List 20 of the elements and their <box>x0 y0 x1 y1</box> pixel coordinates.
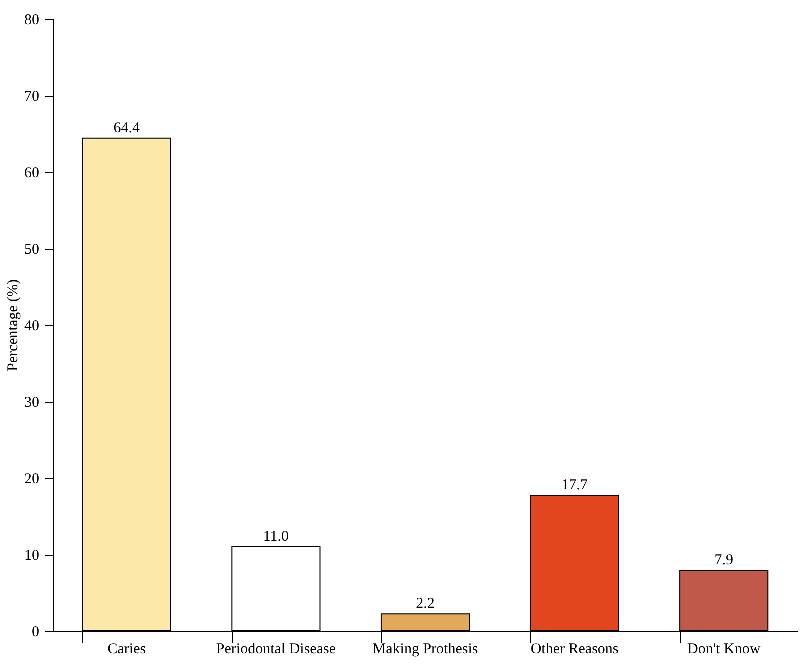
y-tick-label: 70 <box>24 89 40 105</box>
y-axis-title: Percentage (%) <box>6 279 22 372</box>
x-tick-label: Making Prothesis <box>372 642 478 658</box>
x-tick-label: Other Reasons <box>530 642 619 658</box>
x-tick-label: Periodontal Disease <box>216 642 336 658</box>
y-tick-label: 20 <box>24 472 40 488</box>
x-tick-label: Don't Know <box>688 642 761 658</box>
data-label: 17.7 <box>562 478 588 494</box>
y-tick-label: 30 <box>24 395 40 411</box>
y-tick-label: 10 <box>24 548 40 564</box>
y-tick-label: 50 <box>24 242 40 258</box>
y-tick-label: 0 <box>32 624 40 640</box>
y-tick-label: 80 <box>24 12 40 28</box>
y-tick-label: 40 <box>24 318 40 334</box>
data-label: 11.0 <box>263 528 290 545</box>
data-label: 7.9 <box>714 552 734 569</box>
data-label: 64.4 <box>114 120 141 136</box>
y-tick-label: 60 <box>24 166 40 182</box>
x-tick-label: Caries <box>108 642 146 658</box>
data-label: 2.2 <box>416 596 435 612</box>
